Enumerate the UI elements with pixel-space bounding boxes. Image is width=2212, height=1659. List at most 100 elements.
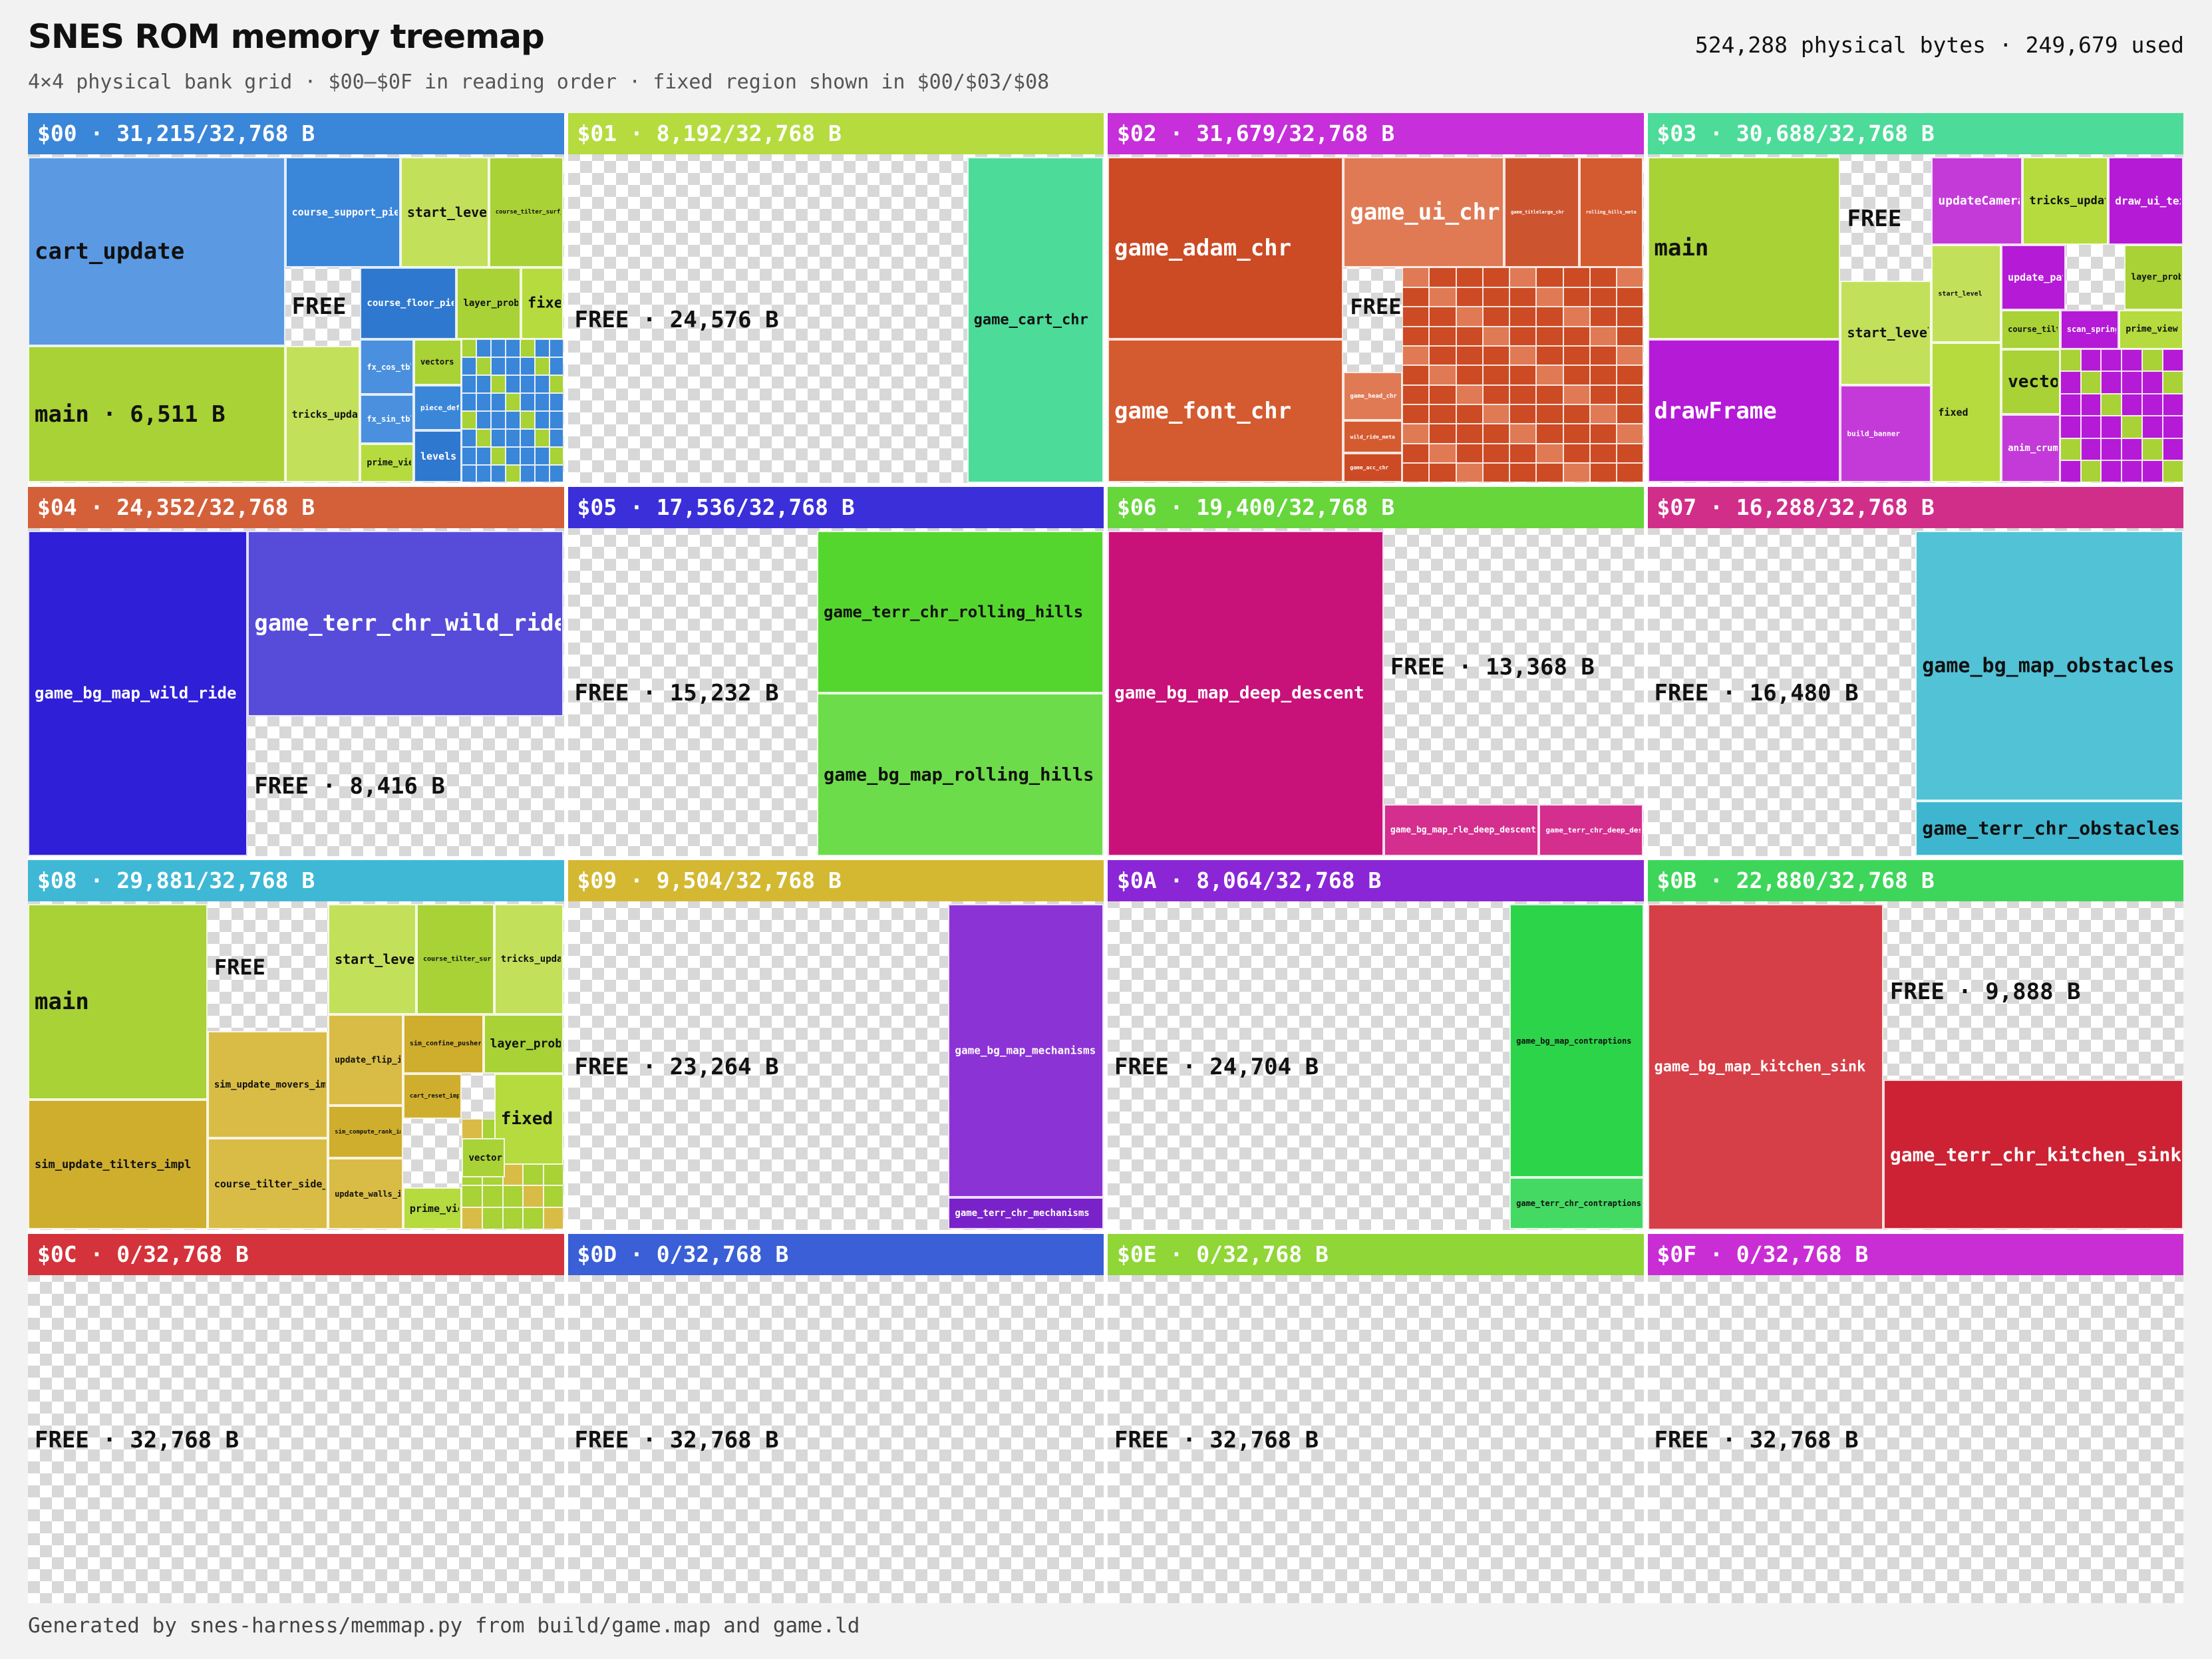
segment-fx-cos-tbl[interactable]: fx_cos_tbl xyxy=(360,339,414,395)
small-segment[interactable] xyxy=(1536,365,1563,385)
segment-updatecamera[interactable]: updateCamera xyxy=(1931,157,2023,245)
small-segment[interactable] xyxy=(1482,326,1510,346)
small-segment[interactable] xyxy=(1536,463,1563,483)
segment-game-bg-map-deep-descent[interactable]: game_bg_map_deep_descent xyxy=(1108,530,1384,856)
small-segment[interactable] xyxy=(2060,371,2081,394)
small-segment[interactable] xyxy=(1563,287,1590,307)
small-segment[interactable] xyxy=(534,375,550,393)
small-segment[interactable] xyxy=(1482,287,1510,307)
small-segment[interactable] xyxy=(1589,345,1617,366)
small-segment[interactable] xyxy=(549,392,564,411)
small-segment[interactable] xyxy=(491,410,506,429)
small-segment[interactable] xyxy=(1482,463,1510,483)
small-segment[interactable] xyxy=(1536,384,1563,404)
small-segment[interactable] xyxy=(2101,460,2122,483)
small-segment[interactable] xyxy=(462,392,477,411)
segment-levels[interactable]: levels xyxy=(413,430,462,483)
segment-start-level[interactable]: start_level xyxy=(1840,281,1932,385)
small-segment[interactable] xyxy=(491,339,506,358)
small-segment[interactable] xyxy=(523,1207,544,1230)
segment-game-bg-map-kitchen-sink[interactable]: game_bg_map_kitchen_sink xyxy=(1647,904,1883,1230)
segment-game-terr-chr-rolling-hills[interactable]: game_terr_chr_rolling_hills xyxy=(817,530,1104,694)
small-segment[interactable] xyxy=(1482,443,1510,464)
small-segment[interactable] xyxy=(491,446,506,465)
segment-start-level[interactable]: start_level xyxy=(328,904,416,1015)
small-segment[interactable] xyxy=(502,1163,524,1185)
small-segment[interactable] xyxy=(1482,424,1510,444)
small-segment[interactable] xyxy=(1429,345,1456,366)
segment-prime-view[interactable]: prime_view xyxy=(2119,310,2183,349)
segment-vectors[interactable]: vectors xyxy=(462,1138,505,1178)
small-segment[interactable] xyxy=(520,464,535,483)
small-segment[interactable] xyxy=(1456,267,1483,287)
small-segment[interactable] xyxy=(1617,345,1644,366)
small-segment[interactable] xyxy=(1456,287,1483,307)
segment-fixed[interactable]: fixed xyxy=(494,1073,564,1165)
small-segment[interactable] xyxy=(1617,365,1644,385)
small-segment[interactable] xyxy=(1536,326,1563,346)
small-segment[interactable] xyxy=(476,410,492,429)
segment-game-terr-chr-wild-ride[interactable]: game_terr_chr_wild_ride xyxy=(247,530,564,716)
free-region[interactable]: FREE xyxy=(1343,267,1402,345)
small-segment[interactable] xyxy=(1589,424,1617,444)
segment-game-bg-map-rolling-hills[interactable]: game_bg_map_rolling_hills xyxy=(817,693,1104,856)
segment-layer-probe[interactable]: layer_probe xyxy=(483,1014,564,1074)
segment-game-terr-chr-kitchen-sink[interactable]: game_terr_chr_kitchen_sink xyxy=(1883,1080,2183,1230)
small-segment[interactable] xyxy=(2101,416,2122,438)
segment-build-banner[interactable]: build_banner xyxy=(1840,384,1932,483)
free-region[interactable]: FREE · 32,768 B xyxy=(1108,1278,1644,1604)
small-segment[interactable] xyxy=(462,428,477,447)
segment-sim-update-tilters-impl[interactable]: sim_update_tilters_impl xyxy=(28,1099,208,1230)
small-segment[interactable] xyxy=(2142,438,2163,461)
segment-layer-probe[interactable]: layer_probe xyxy=(456,267,522,340)
free-region[interactable]: FREE · 8,416 B xyxy=(247,716,563,856)
small-segment[interactable] xyxy=(1402,326,1430,346)
small-segment[interactable] xyxy=(1536,307,1563,327)
small-segment[interactable] xyxy=(523,1163,544,1185)
small-segment[interactable] xyxy=(520,339,535,358)
small-segment[interactable] xyxy=(1509,384,1537,404)
small-segment[interactable] xyxy=(506,428,520,447)
free-region[interactable]: FREE · 13,368 B xyxy=(1384,531,1644,804)
small-segment[interactable] xyxy=(2080,371,2102,394)
small-segment[interactable] xyxy=(1617,384,1644,404)
small-segment[interactable] xyxy=(1536,424,1563,444)
small-segment[interactable] xyxy=(1536,267,1563,287)
small-segment[interactable] xyxy=(476,392,492,411)
small-segment[interactable] xyxy=(1617,443,1644,464)
segment-piece-def[interactable]: piece_def xyxy=(413,384,462,431)
segment-drawframe[interactable]: drawFrame xyxy=(1647,339,1841,483)
small-segment[interactable] xyxy=(462,446,477,465)
segment-sim-confine-pushers-impl[interactable]: sim_confine_pushers_impl xyxy=(402,1014,484,1074)
small-segment[interactable] xyxy=(1456,326,1483,346)
small-segment[interactable] xyxy=(2101,393,2122,416)
segment-prime-view[interactable]: prime_view xyxy=(402,1187,462,1230)
small-segment[interactable] xyxy=(1456,365,1483,385)
small-segment[interactable] xyxy=(549,410,564,429)
small-segment[interactable] xyxy=(534,357,550,375)
small-segment[interactable] xyxy=(2163,393,2183,416)
segment-game-terr-chr-contraptions[interactable]: game_terr_chr_contraptions xyxy=(1509,1177,1644,1230)
small-segment[interactable] xyxy=(1536,443,1563,464)
small-segment[interactable] xyxy=(2060,349,2081,372)
small-segment[interactable] xyxy=(491,357,506,375)
small-segment[interactable] xyxy=(1482,404,1510,424)
small-segment[interactable] xyxy=(2101,349,2122,372)
segment-game-head-chr[interactable]: game_head_chr xyxy=(1343,372,1402,421)
small-segment[interactable] xyxy=(1402,267,1430,287)
small-segment[interactable] xyxy=(2142,371,2163,394)
free-region[interactable]: FREE xyxy=(1840,157,1931,281)
small-segment[interactable] xyxy=(1536,404,1563,424)
small-segment[interactable] xyxy=(543,1207,564,1230)
small-segment[interactable] xyxy=(1617,463,1644,483)
small-segment[interactable] xyxy=(1429,287,1456,307)
small-segment[interactable] xyxy=(2080,393,2102,416)
small-segment[interactable] xyxy=(506,357,520,375)
segment-game-bg-map-wild-ride[interactable]: game_bg_map_wild_ride xyxy=(28,530,248,856)
small-segment[interactable] xyxy=(1456,443,1483,464)
free-region[interactable]: FREE xyxy=(285,267,361,345)
small-segment[interactable] xyxy=(520,375,535,393)
small-segment[interactable] xyxy=(1402,307,1430,327)
segment-vectors[interactable]: vectors xyxy=(2001,349,2060,414)
segment-game-ui-chr[interactable]: game_ui_chr xyxy=(1343,157,1505,268)
